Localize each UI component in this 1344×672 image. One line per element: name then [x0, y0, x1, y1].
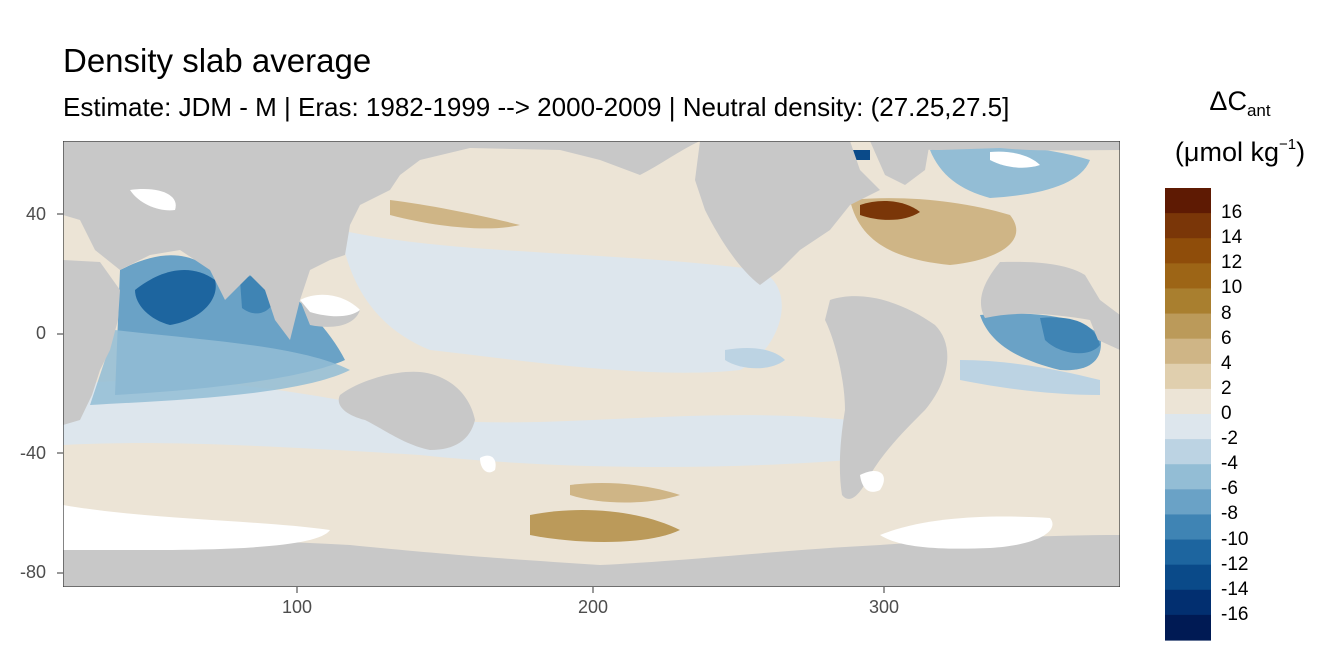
- legend-title: ΔCant: [1160, 86, 1320, 121]
- y-tick-label: -80: [19, 562, 46, 582]
- y-tick-label: -40: [19, 443, 46, 463]
- no-data-indonesia: [300, 294, 360, 317]
- no-data-patagonia: [860, 470, 884, 492]
- legend-color-swatch: [1165, 338, 1211, 365]
- no-data-weddell: [880, 516, 1053, 549]
- australia-landmass: [338, 371, 475, 450]
- no-data-regions: [63, 151, 1053, 550]
- antarctica-landmass: [63, 535, 1120, 587]
- north-america-landmass: [695, 141, 880, 285]
- legend-color-swatch: [1165, 263, 1211, 290]
- legend-color-swatch: [1165, 539, 1211, 566]
- legend-color-swatch: [1165, 439, 1211, 465]
- north-atlantic-max: [860, 200, 920, 220]
- legend-color-swatch: [1165, 564, 1211, 591]
- legend-color-swatch: [1165, 213, 1211, 239]
- legend-color-swatch: [1165, 388, 1211, 415]
- legend-color-swatch: [1165, 414, 1211, 440]
- subpolar-atlantic-negative: [930, 145, 1090, 198]
- southern-positive-patch: [530, 510, 680, 542]
- legend-label: 6: [1221, 327, 1232, 349]
- legend-label: -6: [1221, 478, 1238, 500]
- plot-subtitle: Estimate: JDM - M | Eras: 1982-1999 --> …: [63, 92, 1010, 122]
- legend-color-swatch: [1165, 614, 1211, 641]
- southern-positive-patch-2: [570, 483, 680, 503]
- legend-colorbar: [1165, 188, 1211, 641]
- legend-color-swatch: [1165, 589, 1211, 616]
- south-atlantic-band: [960, 360, 1100, 395]
- eurasia-landmass: [63, 141, 1120, 340]
- no-data-arctic: [990, 151, 1040, 168]
- no-data-nz: [480, 455, 496, 473]
- indian-ocean-mid: [90, 330, 350, 405]
- legend-color-swatch: [1165, 313, 1211, 340]
- legend-unit: (μmol kg−1): [1160, 136, 1320, 168]
- legend-label: 2: [1221, 377, 1232, 399]
- greenland-landmass: [870, 141, 930, 185]
- legend-label: 16: [1221, 202, 1243, 224]
- no-data-antarctic-shelf: [63, 505, 330, 550]
- legend-color-swatch: [1165, 514, 1211, 541]
- legend-label: -2: [1221, 428, 1238, 450]
- y-tick-label: 40: [25, 204, 46, 224]
- legend-label: 8: [1221, 302, 1232, 324]
- legend-title-subscript: ant: [1246, 101, 1271, 120]
- legend-color-swatch: [1165, 363, 1211, 390]
- legend-unit-prefix: (μmol kg: [1174, 137, 1279, 167]
- legend-label: 12: [1221, 252, 1243, 274]
- legend-label: 4: [1221, 352, 1232, 374]
- no-data-mediterranean: [130, 189, 176, 211]
- x-tick-label: 100: [281, 597, 313, 617]
- map-panel: [63, 141, 1120, 587]
- legend-label: 14: [1221, 227, 1243, 249]
- legend-color-swatch: [1165, 288, 1211, 315]
- legend-color-swatch: [1165, 464, 1211, 490]
- legend-label: -10: [1221, 528, 1249, 550]
- kuroshio-positive: [390, 200, 520, 229]
- south-america-landmass: [825, 296, 948, 499]
- eastern-pacific-negative: [725, 348, 785, 369]
- axis-ticks: [57, 213, 885, 593]
- gulf-of-guinea-anomaly: [1040, 317, 1100, 354]
- land: [63, 141, 1120, 587]
- x-tick-label: 200: [577, 597, 609, 617]
- arabian-sea-anomaly: [135, 269, 216, 325]
- y-tick-label: 0: [35, 323, 46, 343]
- legend-unit-exponent: −1: [1278, 136, 1297, 153]
- africa-landmass: [63, 260, 120, 425]
- legend-label: -4: [1221, 453, 1238, 475]
- legend-color-swatch: [1165, 489, 1211, 516]
- west-africa-landmass: [980, 261, 1120, 350]
- legend-color-swatch: [1165, 238, 1211, 264]
- pacific-negative-zone: [340, 230, 782, 373]
- x-tick-label: 300: [868, 597, 900, 617]
- legend-label: -14: [1221, 578, 1249, 600]
- legend-color-swatch: [1165, 188, 1211, 214]
- legend-title-main: ΔC: [1209, 86, 1247, 116]
- plot-title: Density slab average: [63, 42, 372, 79]
- legend-label: 0: [1221, 403, 1232, 424]
- legend-unit-suffix: ): [1296, 137, 1306, 167]
- legend-label: -8: [1221, 503, 1238, 525]
- legend-label: 10: [1221, 277, 1243, 299]
- legend-label: -16: [1221, 603, 1249, 625]
- legend-label: -12: [1221, 553, 1249, 575]
